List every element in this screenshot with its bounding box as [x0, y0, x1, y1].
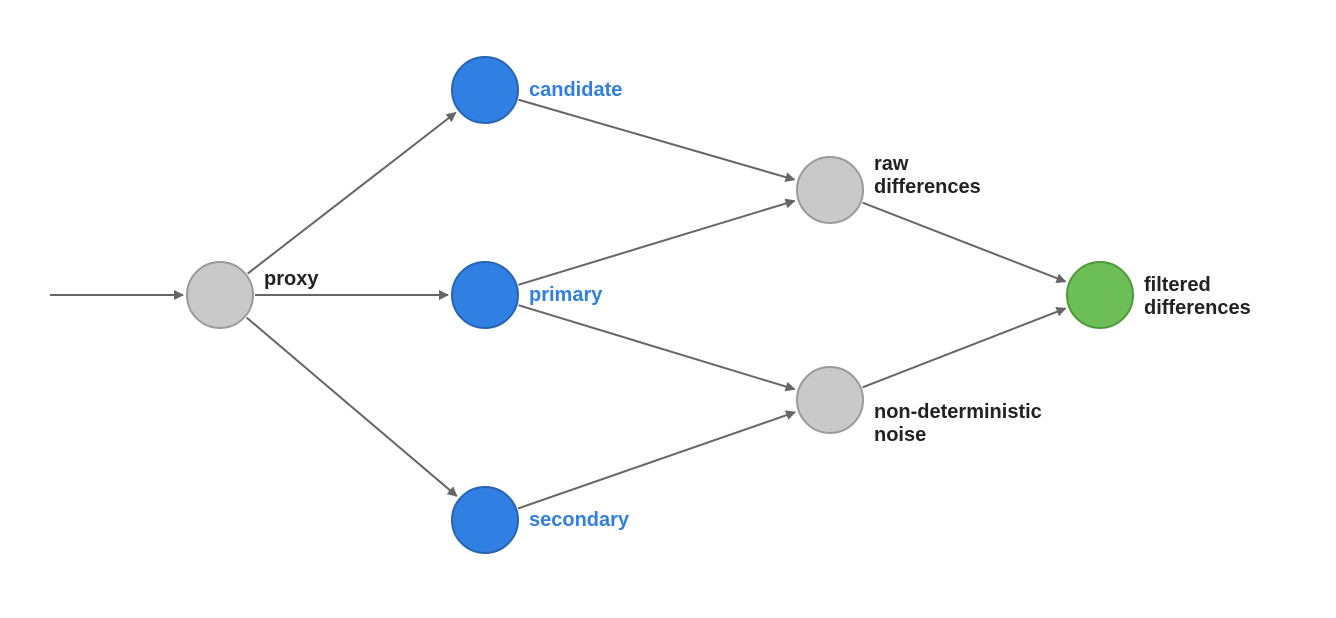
node-primary-circle [452, 262, 518, 328]
edge-raw_diff-filtered [863, 203, 1066, 282]
node-raw_diff-circle [797, 157, 863, 223]
edge-candidate-raw_diff [519, 100, 795, 180]
node-noise-circle [797, 367, 863, 433]
edge-primary-raw_diff [518, 201, 794, 285]
edge-proxy-secondary [247, 318, 457, 496]
edge-noise-filtered [863, 308, 1066, 387]
node-candidate-circle [452, 57, 518, 123]
edge-proxy-candidate [248, 113, 456, 274]
node-secondary-circle [452, 487, 518, 553]
node-noise: non-deterministicnoise [797, 367, 1042, 446]
node-candidate-label: candidate [529, 79, 622, 101]
node-primary-label: primary [529, 284, 603, 306]
nodes-group: proxy candidate primary secondary rawdiffere… [187, 57, 1251, 553]
node-secondary-label: secondary [529, 509, 630, 531]
node-filtered: filtereddifferences [1067, 262, 1251, 328]
node-noise-label: non-deterministicnoise [874, 401, 1042, 446]
node-filtered-circle [1067, 262, 1133, 328]
network-diagram: proxy candidate primary secondary rawdiffere… [0, 0, 1336, 618]
edge-primary-noise [518, 305, 794, 389]
node-filtered-label: filtereddifferences [1144, 274, 1251, 319]
node-proxy-circle [187, 262, 253, 328]
node-raw_diff-label: rawdifferences [874, 153, 981, 198]
node-secondary: secondary [452, 487, 630, 553]
node-candidate: candidate [452, 57, 622, 123]
node-primary: primary [452, 262, 603, 328]
edge-secondary-noise [518, 412, 795, 508]
node-proxy-label: proxy [264, 268, 319, 290]
